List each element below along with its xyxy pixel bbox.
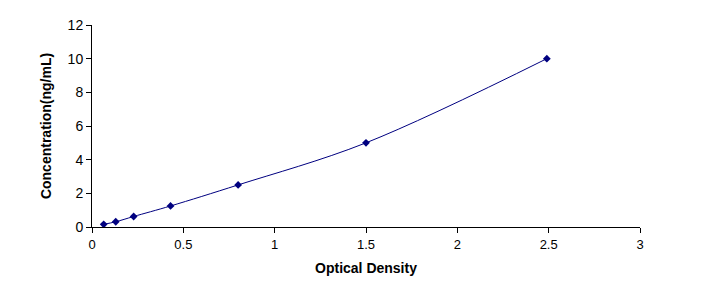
svg-text:Optical Density: Optical Density [315, 260, 417, 276]
svg-text:12: 12 [68, 17, 84, 33]
svg-text:8: 8 [75, 84, 83, 100]
svg-text:6: 6 [75, 118, 83, 134]
svg-text:1: 1 [271, 237, 278, 252]
svg-text:10: 10 [68, 51, 84, 67]
svg-text:2: 2 [454, 237, 461, 252]
svg-text:0: 0 [88, 237, 95, 252]
svg-text:Concentration(ng/mL): Concentration(ng/mL) [38, 53, 54, 199]
svg-text:4: 4 [75, 152, 83, 168]
svg-text:1.5: 1.5 [357, 237, 375, 252]
svg-text:2.5: 2.5 [540, 237, 558, 252]
svg-text:0.5: 0.5 [174, 237, 192, 252]
svg-text:0: 0 [75, 219, 83, 235]
svg-text:3: 3 [636, 237, 643, 252]
svg-text:2: 2 [75, 185, 83, 201]
